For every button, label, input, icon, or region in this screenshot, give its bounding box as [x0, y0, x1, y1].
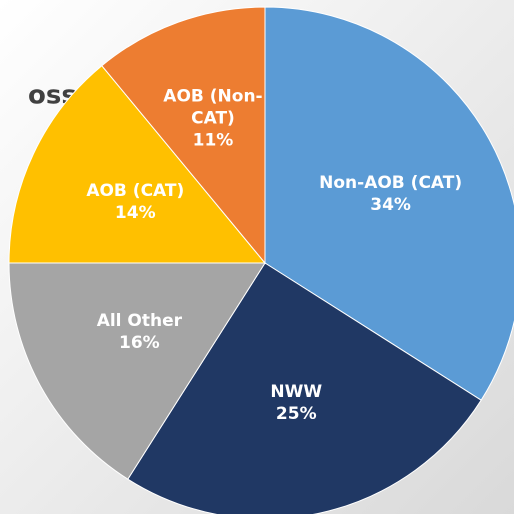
- slice-value-label: 34%: [370, 195, 411, 215]
- slice-value-label: 11%: [193, 130, 234, 150]
- slice-value-label: 16%: [119, 333, 160, 353]
- slice-label: NWW: [270, 382, 322, 402]
- pie-slice: [264, 6, 514, 401]
- pie-slice: [101, 6, 266, 265]
- slice-label: All Other: [97, 311, 183, 331]
- pie-slice: [8, 262, 266, 480]
- slice-label: AOB (CAT): [86, 181, 184, 201]
- pie-slice: [8, 65, 267, 264]
- slice-label: Non-AOB (CAT): [319, 173, 462, 193]
- slice-label: AOB (Non-CAT): [163, 86, 262, 128]
- slice-value-label: 25%: [276, 404, 317, 424]
- slice-value-label: 14%: [115, 203, 156, 223]
- pie-slice: [127, 262, 482, 514]
